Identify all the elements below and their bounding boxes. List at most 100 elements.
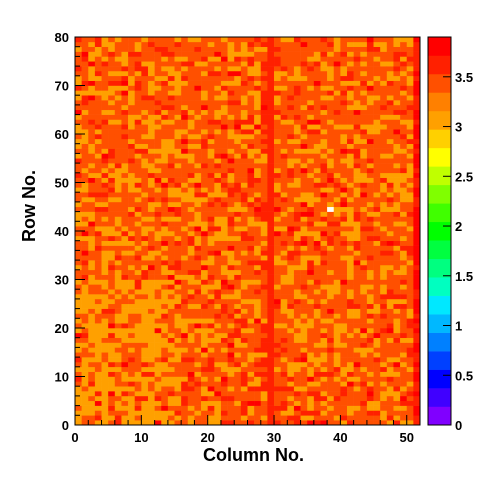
- heatmap-cell: [280, 211, 288, 217]
- heatmap-cell: [254, 361, 262, 368]
- heatmap-cell: [366, 245, 374, 251]
- heatmap-cell: [406, 337, 414, 343]
- heatmap-cell: [247, 46, 255, 52]
- heatmap-cell: [161, 46, 169, 52]
- heatmap-cell: [194, 245, 202, 251]
- heatmap-cell: [247, 206, 255, 212]
- heatmap-cell: [141, 342, 149, 348]
- heatmap-cell: [393, 70, 401, 77]
- heatmap-cell: [393, 61, 401, 67]
- heatmap-cell: [247, 231, 255, 237]
- heatmap-cell: [187, 129, 195, 135]
- heatmap-cell: [267, 61, 275, 67]
- heatmap-cell: [181, 415, 189, 421]
- heatmap-cell: [108, 124, 116, 130]
- heatmap-cell: [313, 138, 321, 144]
- heatmap-cell: [227, 172, 235, 178]
- heatmap-cell: [141, 235, 149, 241]
- heatmap-cell: [406, 371, 414, 377]
- heatmap-cell: [393, 313, 401, 319]
- heatmap-cell: [393, 100, 401, 106]
- heatmap-cell: [187, 323, 195, 329]
- heatmap-cell: [300, 250, 308, 256]
- heatmap-cell: [360, 158, 368, 164]
- heatmap-cell: [300, 260, 308, 266]
- heatmap-cell: [101, 201, 109, 208]
- heatmap-cell: [247, 221, 255, 227]
- heatmap-cell: [88, 95, 96, 101]
- heatmap-cell: [134, 337, 142, 343]
- heatmap-cell: [274, 260, 281, 266]
- heatmap-cell: [167, 303, 175, 309]
- heatmap-cell: [187, 347, 195, 353]
- heatmap-cell: [134, 66, 142, 72]
- heatmap-cell: [333, 250, 341, 256]
- heatmap-cell: [75, 95, 82, 101]
- heatmap-cell: [254, 70, 262, 77]
- heatmap-cell: [81, 129, 89, 135]
- heatmap-cell: [406, 138, 414, 144]
- heatmap-cell: [393, 260, 401, 266]
- heatmap-cell: [340, 197, 348, 203]
- heatmap-cell: [167, 104, 175, 111]
- heatmap-cell: [313, 206, 321, 212]
- heatmap-cell: [114, 337, 122, 343]
- heatmap-cell: [340, 231, 348, 237]
- heatmap-cells: [75, 37, 421, 426]
- heatmap-cell: [94, 114, 102, 120]
- heatmap-cell: [194, 328, 202, 334]
- heatmap-cell: [293, 124, 301, 130]
- heatmap-cell: [181, 129, 189, 135]
- heatmap-cell: [386, 187, 394, 193]
- heatmap-cell: [101, 386, 109, 392]
- heatmap-cell: [81, 167, 89, 174]
- heatmap-cell: [121, 51, 129, 57]
- heatmap-cell: [347, 308, 354, 314]
- heatmap-cell: [220, 177, 228, 183]
- heatmap-cell: [114, 129, 122, 135]
- heatmap-cell: [327, 381, 335, 387]
- heatmap-cell: [307, 255, 315, 261]
- heatmap-cell: [380, 124, 388, 130]
- heatmap-cell: [274, 332, 281, 338]
- heatmap-cell: [320, 342, 328, 348]
- heatmap-cell: [327, 391, 335, 397]
- heatmap-cell: [108, 158, 116, 164]
- heatmap-cell: [313, 41, 321, 47]
- heatmap-cell: [353, 245, 361, 251]
- heatmap-cell: [207, 158, 215, 164]
- heatmap-cell: [220, 95, 228, 101]
- heatmap-cell: [366, 85, 374, 91]
- heatmap-cell: [380, 192, 388, 198]
- heatmap-cell: [313, 75, 321, 81]
- heatmap-cell: [373, 95, 381, 101]
- heatmap-cell: [88, 318, 96, 324]
- heatmap-cell: [128, 240, 136, 246]
- heatmap-cell: [207, 410, 215, 416]
- heatmap-cell: [274, 41, 281, 47]
- heatmap-cell: [128, 357, 136, 363]
- heatmap-cell: [141, 66, 149, 72]
- heatmap-cell: [128, 313, 136, 319]
- heatmap-cell: [161, 211, 169, 217]
- heatmap-cell: [220, 109, 228, 115]
- heatmap-cell: [340, 124, 348, 130]
- heatmap-cell: [280, 269, 288, 275]
- heatmap-cell: [75, 41, 82, 47]
- heatmap-cell: [114, 381, 122, 387]
- colorbar-swatch: [428, 184, 451, 204]
- heatmap-cell: [194, 289, 202, 295]
- heatmap-cell: [393, 420, 401, 426]
- heatmap-cell: [207, 245, 215, 251]
- heatmap-cell: [293, 366, 301, 372]
- heatmap-cell: [320, 264, 328, 271]
- heatmap-cell: [380, 80, 388, 86]
- heatmap-cell: [247, 95, 255, 101]
- heatmap-cell: [313, 37, 321, 43]
- heatmap-cell: [240, 395, 248, 402]
- heatmap-cell: [366, 129, 374, 135]
- heatmap-cell: [380, 37, 388, 43]
- heatmap-cell: [347, 167, 354, 174]
- heatmap-cell: [413, 264, 421, 271]
- heatmap-cell: [293, 206, 301, 212]
